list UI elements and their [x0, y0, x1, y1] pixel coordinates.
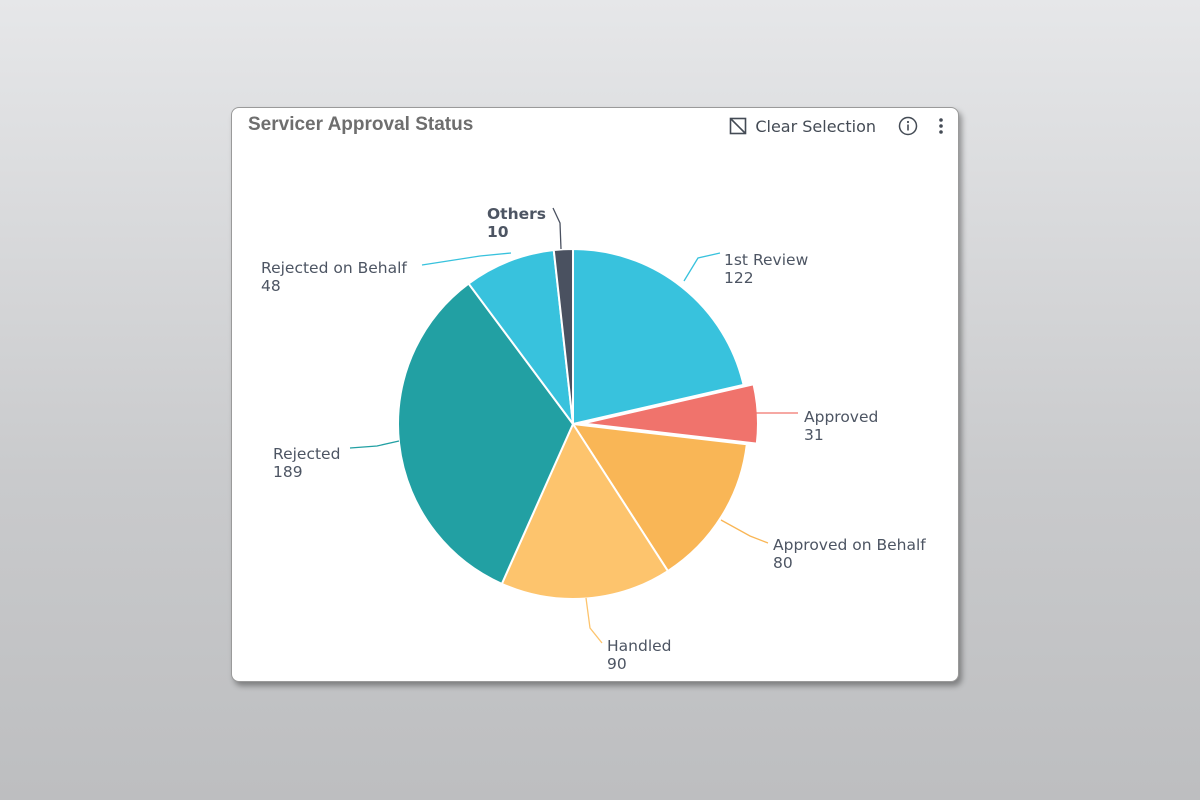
chart-title: Servicer Approval Status [248, 114, 474, 135]
pie-slice-rejected[interactable] [397, 282, 575, 586]
clear-selection-button[interactable]: Clear Selection [729, 117, 876, 136]
leader-line-others [552, 207, 562, 250]
leader-line-approved-on-behalf [720, 519, 769, 544]
leader-line-rejected-on-behalf [421, 252, 512, 266]
pie-slice-approved-on-behalf[interactable] [571, 422, 748, 573]
clear-selection-label: Clear Selection [755, 116, 876, 136]
data-label-1st-review: 1st Review [724, 251, 809, 269]
leader-line-handled [585, 597, 603, 644]
data-value-others: 10 [487, 223, 509, 241]
info-icon[interactable] [898, 116, 918, 136]
clear-selection-icon [729, 117, 747, 135]
leader-line-1st-review [683, 252, 721, 282]
data-value-rejected: 189 [273, 463, 303, 481]
more-vertical-icon[interactable] [938, 116, 944, 136]
pie-slice-rejected-on-behalf[interactable] [467, 248, 575, 428]
data-label-handled: Handled [607, 637, 672, 655]
data-value-handled: 90 [607, 655, 627, 673]
data-label-others: Others [487, 205, 546, 223]
data-value-1st-review: 122 [724, 269, 754, 287]
chart-toolbar: Clear Selection [729, 114, 944, 138]
data-label-approved: Approved [804, 408, 878, 426]
chart-card: Servicer Approval Status Clear Selection [231, 107, 959, 682]
data-value-rejected-on-behalf: 48 [261, 277, 281, 295]
data-label-rejected-on-behalf: Rejected on Behalf [261, 259, 407, 277]
pie-slice-1st-review[interactable] [572, 247, 745, 426]
data-label-rejected: Rejected [273, 445, 340, 463]
pie-slice-approved[interactable] [582, 383, 759, 445]
data-label-approved-on-behalf: Approved on Behalf [773, 536, 926, 554]
data-value-approved-on-behalf: 80 [773, 554, 793, 572]
data-value-approved: 31 [804, 426, 824, 444]
pie-slice-others[interactable] [552, 247, 574, 425]
leader-line-rejected [349, 440, 400, 449]
